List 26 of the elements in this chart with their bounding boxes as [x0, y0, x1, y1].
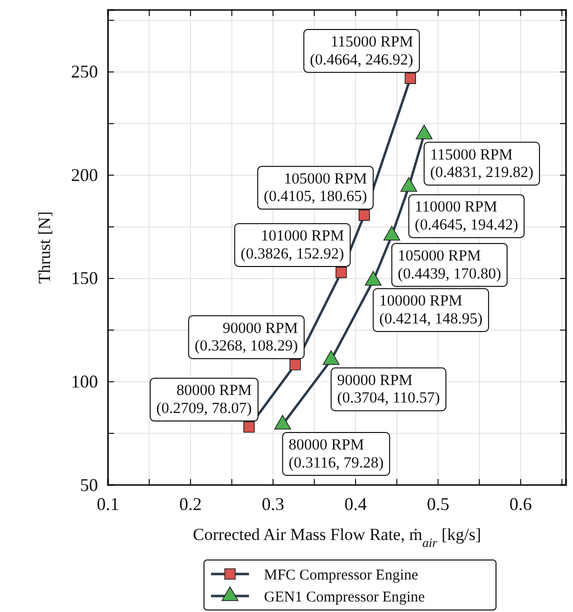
y-tick-label: 200	[71, 164, 98, 185]
x-tick-label: 0.6	[509, 494, 532, 514]
x-tick-label: 0.4	[344, 494, 367, 514]
annotation: 105000 RPM (0.4439, 170.80)	[398, 248, 502, 282]
x-tick-label: 0.1	[96, 494, 120, 514]
y-tick-label: 150	[71, 268, 98, 288]
legend-label: MFC Compressor Engine	[264, 567, 419, 584]
y-tick-label: 250	[71, 62, 98, 82]
annotation: 115000 RPM (0.4831, 219.82)	[430, 146, 534, 182]
legend-label: GEN1 Compressor Engine	[264, 589, 426, 606]
annotation: 90000 RPM (0.3704, 110.57)	[337, 372, 440, 407]
annotation: 115000 RPM (0.4664, 246.92)	[310, 33, 414, 68]
y-tick-label: 100	[71, 372, 98, 392]
annotation: 100000 RPM (0.4214, 148.95)	[379, 292, 483, 328]
y-axis-title: Thrust [N]	[35, 211, 54, 284]
x-tick-label: 0.2	[179, 494, 202, 514]
x-tick-label: 0.3	[262, 494, 284, 514]
annotation: 80000 RPM (0.3116, 79.28)	[288, 436, 384, 472]
x-tick-label: 0.5	[426, 494, 450, 514]
annotation: 90000 RPM (0.3268, 108.29)	[194, 320, 298, 355]
x-axis-title: Corrected Air Mass Flow Rate, ṁ$_{air}$ [kg/s]	[192, 525, 482, 550]
annotation: 80000 RPM (0.2709, 78.07)	[156, 382, 252, 418]
annotation: 105000 RPM (0.4105, 180.65)	[264, 170, 368, 206]
annotation: 101000 RPM (0.3826, 152.92)	[240, 228, 344, 262]
annotation: 110000 RPM (0.4645, 194.42)	[414, 198, 518, 234]
y-tick-label: 50	[80, 474, 98, 495]
